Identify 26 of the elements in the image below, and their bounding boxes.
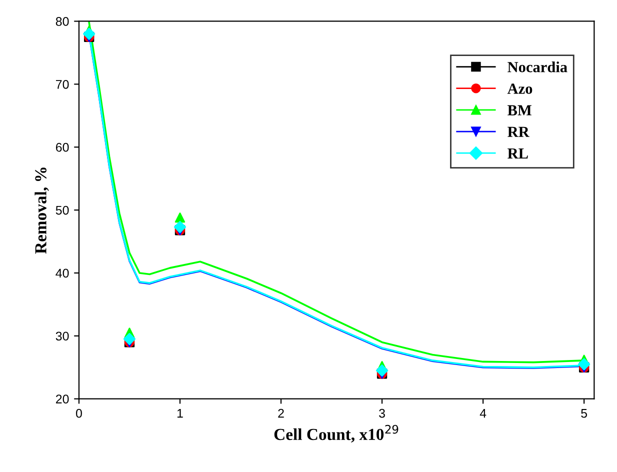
y-axis-title: Removal, % bbox=[34, 168, 49, 254]
legend-label: BM bbox=[508, 105, 532, 116]
y-tick-label: 60 bbox=[56, 142, 69, 152]
y-tick-label: 40 bbox=[56, 268, 69, 278]
legend-label: RL bbox=[508, 148, 528, 158]
y-tick-label: 30 bbox=[56, 332, 69, 341]
point bbox=[174, 220, 186, 234]
point bbox=[123, 332, 136, 346]
x-tick-label: 2 bbox=[278, 408, 284, 418]
x-tick-label: 1 bbox=[177, 409, 183, 418]
legend-label: Azo bbox=[507, 84, 532, 94]
point bbox=[83, 28, 96, 40]
point bbox=[376, 364, 388, 377]
point bbox=[174, 212, 186, 223]
legend-label: Nocardia bbox=[508, 62, 568, 72]
y-tick-label: 80 bbox=[56, 17, 69, 26]
x-axis-title: Cell Count, x10$^{29}$ bbox=[274, 424, 398, 443]
x-tick-label: 4 bbox=[480, 409, 486, 418]
y-tick-label: 50 bbox=[56, 206, 69, 215]
point bbox=[578, 358, 590, 370]
y-tick-label: 20 bbox=[56, 394, 69, 404]
y-tick-label: 70 bbox=[56, 80, 69, 89]
legend-label: RR bbox=[508, 126, 530, 137]
x-tick-label: 3 bbox=[379, 408, 385, 418]
x-tick-label: 0 bbox=[76, 408, 82, 418]
x-tick-label: 5 bbox=[581, 409, 588, 418]
